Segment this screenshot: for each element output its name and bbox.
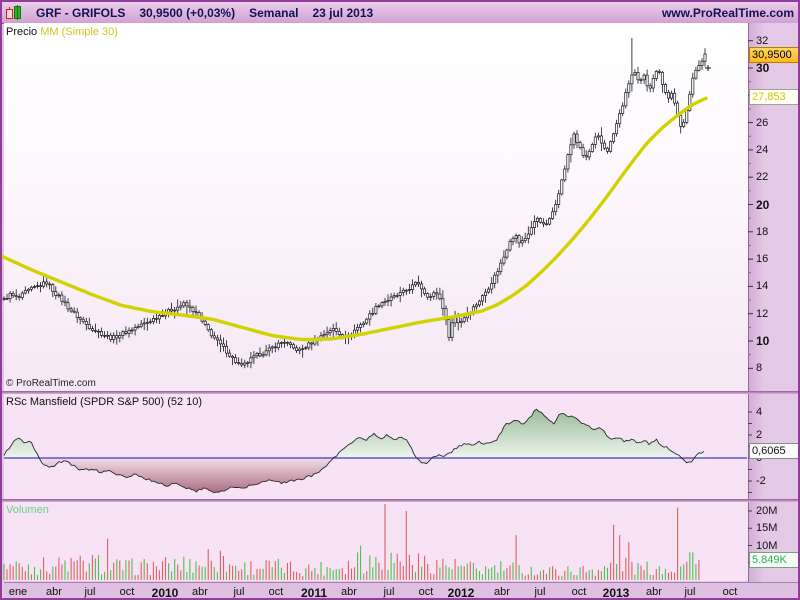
date-label: 23 jul 2013 — [312, 5, 374, 20]
ma-legend-label: MM (Simple 30) — [40, 26, 118, 38]
volume-value-box: 5.849K — [749, 552, 798, 568]
chart-title-bar: GRF - GRIFOLS 30,9500 (+0,03%) Semanal 2… — [2, 2, 798, 24]
price-ytick: 24 — [756, 143, 769, 156]
rsc-ytick: 2 — [756, 429, 763, 441]
price-panel-label: Precio MM (Simple 30) — [6, 26, 118, 38]
price-ytick: 10 — [756, 334, 770, 348]
volume-ytick: 15M — [756, 522, 778, 535]
time-axis-label: 2013 — [602, 586, 630, 600]
last-price-box: 30,9500 — [749, 47, 798, 63]
time-axis-label: abr — [494, 586, 510, 598]
volume-ytick: 20M — [756, 505, 778, 517]
volume-panel-label: Volumen — [6, 504, 49, 516]
price-ytick: 8 — [756, 362, 763, 375]
time-axis-label: 2012 — [447, 586, 475, 600]
panel-divider — [2, 499, 798, 502]
time-axis-label: jul — [684, 586, 696, 598]
price-ytick: 22 — [756, 171, 769, 184]
price-chart-canvas[interactable] — [4, 23, 748, 391]
time-axis-label: abr — [46, 586, 62, 598]
time-axis-label: oct — [571, 586, 587, 598]
time-axis-label: ene — [8, 586, 28, 598]
rsc-ytick: -2 — [756, 475, 766, 487]
price-ytick: 30 — [756, 61, 770, 75]
price-ytick: 18 — [756, 225, 769, 238]
rsc-ytick: 4 — [756, 406, 763, 418]
time-axis-label: oct — [722, 586, 738, 598]
last-price-and-change: 30,9500 (+0,03%) — [139, 6, 235, 20]
price-axis[interactable] — [748, 23, 798, 582]
time-axis-label: jul — [84, 586, 96, 598]
time-axis[interactable] — [4, 582, 798, 598]
site-link[interactable]: www.ProRealTime.com — [661, 5, 794, 20]
rsc-panel-label: RSc Mansfield (SPDR S&P 500) (52 10) — [6, 396, 203, 408]
volume-chart-canvas[interactable] — [4, 502, 748, 581]
last-price: 30,9500 — [139, 5, 183, 20]
timeframe-label: Semanal — [249, 5, 299, 20]
price-change: (+0,03%) — [186, 5, 236, 20]
time-axis-label: jul — [383, 586, 395, 598]
price-ytick: 16 — [756, 253, 769, 266]
time-axis-label: jul — [233, 586, 245, 598]
rsc-value-box: 0,6065 — [749, 443, 798, 459]
price-ytick: 32 — [756, 34, 769, 47]
time-axis-label: 2011 — [300, 586, 328, 600]
ma-value-box: 27,853 — [749, 89, 798, 105]
precio-label: Precio — [6, 26, 38, 38]
time-axis-label: abr — [192, 586, 208, 598]
time-axis-label: oct — [119, 586, 135, 598]
time-axis-label: oct — [418, 586, 434, 598]
price-ytick: 14 — [756, 280, 769, 293]
time-axis-label: oct — [268, 586, 284, 598]
copyright-label: © ProRealTime.com — [6, 378, 96, 389]
panel-divider — [2, 391, 798, 394]
volume-ytick: 10M — [756, 539, 778, 552]
time-axis-label: jul — [534, 586, 546, 598]
price-ytick: 20 — [756, 197, 770, 212]
price-ytick: 26 — [756, 116, 769, 129]
candlestick-icon — [5, 5, 22, 20]
time-axis-label: abr — [646, 586, 662, 598]
rsc-indicator-canvas[interactable] — [4, 394, 748, 499]
time-axis-label: abr — [341, 586, 357, 598]
symbol-title: GRF - GRIFOLS — [36, 5, 126, 20]
time-axis-label: 2010 — [151, 586, 179, 600]
price-ytick: 12 — [756, 307, 769, 320]
